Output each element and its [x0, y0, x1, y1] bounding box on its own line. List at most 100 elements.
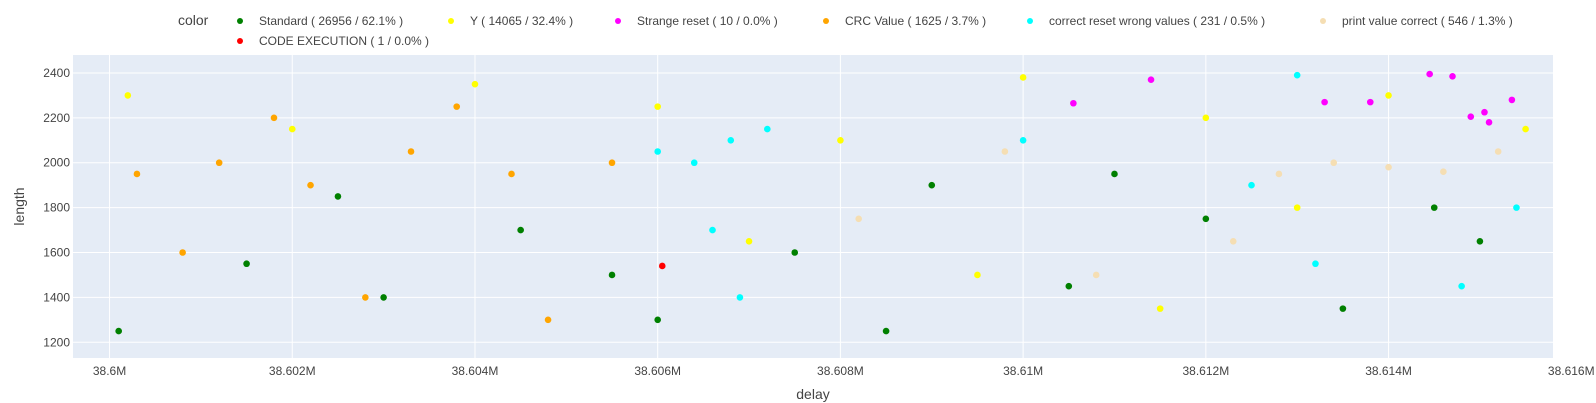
legend-item[interactable]: correct reset wrong values ( 231 / 0.5% … [1027, 14, 1265, 28]
y-tick-label: 1400 [43, 290, 70, 304]
data-point [1156, 305, 1164, 312]
data-point [791, 249, 799, 256]
data-points [115, 70, 1529, 335]
data-point [855, 215, 862, 223]
y-axis-title: length [11, 187, 27, 225]
data-point [736, 294, 744, 301]
legend-marker [237, 38, 243, 44]
data-point [407, 148, 415, 155]
x-tick-label: 38.616M [1548, 364, 1595, 378]
legend-label: Strange reset ( 10 / 0.0% ) [637, 14, 778, 28]
data-point [1481, 108, 1488, 116]
legend-marker [1320, 18, 1326, 24]
data-point [1202, 215, 1210, 223]
data-point [1147, 76, 1155, 83]
data-point [1440, 168, 1447, 176]
y-tick-label: 2200 [43, 111, 70, 125]
data-point [1426, 70, 1433, 78]
legend-marker [448, 18, 454, 24]
legend-item[interactable]: CRC Value ( 1625 / 3.7% ) [823, 14, 986, 28]
data-point [608, 159, 616, 167]
data-point [1229, 237, 1237, 245]
data-point [1449, 73, 1456, 80]
data-point [654, 316, 661, 324]
x-axis-ticks: 38.6M 38.602M 38.604M 38.606M 38.608M 38.61M 3… [93, 364, 1595, 378]
data-point [1065, 282, 1073, 290]
data-point [215, 159, 223, 167]
data-point [1430, 204, 1438, 211]
data-point [928, 181, 936, 189]
series-6 [658, 262, 666, 270]
data-point [1111, 170, 1118, 178]
data-point [508, 170, 515, 178]
legend-label: correct reset wrong values ( 231 / 0.5% … [1049, 14, 1265, 28]
data-point [453, 103, 461, 110]
data-point [745, 237, 753, 245]
legend-label: CODE EXECUTION ( 1 / 0.0% ) [259, 34, 429, 48]
legend-item[interactable]: Strange reset ( 10 / 0.0% ) [615, 14, 778, 28]
data-point [179, 249, 186, 256]
legend-marker [1027, 18, 1033, 24]
legend-label: CRC Value ( 1625 / 3.7% ) [845, 14, 986, 28]
x-tick-label: 38.608M [817, 364, 864, 378]
series-5 [855, 148, 1502, 279]
legend-marker [237, 18, 243, 24]
legend-label: Standard ( 26956 / 62.1% ) [259, 14, 403, 28]
data-point [608, 271, 616, 279]
data-point [658, 262, 666, 270]
data-point [764, 125, 771, 133]
data-point [334, 193, 342, 200]
data-point [1385, 163, 1392, 171]
x-tick-label: 38.602M [269, 364, 316, 378]
x-tick-label: 38.606M [634, 364, 681, 378]
data-point [471, 80, 479, 88]
data-point [1522, 125, 1529, 133]
data-point [1019, 74, 1027, 81]
data-point [124, 92, 132, 99]
grid [73, 55, 1572, 358]
legend-item[interactable]: Y ( 14065 / 32.4% ) [448, 14, 573, 28]
data-point [307, 181, 314, 189]
data-point [1385, 92, 1392, 99]
legend-item[interactable]: Standard ( 26956 / 62.1% ) [237, 14, 403, 28]
data-point [1330, 159, 1338, 167]
data-point [1513, 204, 1520, 211]
data-point [288, 125, 296, 133]
data-point [1366, 98, 1374, 106]
series-3 [133, 103, 616, 324]
data-point [1293, 71, 1301, 79]
data-point [1485, 119, 1493, 126]
data-point [1202, 114, 1210, 122]
legend-label: print value correct ( 546 / 1.3% ) [1342, 14, 1513, 28]
series-2 [1070, 70, 1516, 126]
series-0 [115, 170, 1484, 335]
data-point [1508, 96, 1516, 104]
y-tick-label: 1800 [43, 201, 70, 215]
data-point [362, 294, 369, 301]
data-point [133, 170, 141, 178]
x-tick-label: 38.614M [1365, 364, 1412, 378]
data-point [1070, 99, 1077, 107]
y-tick-label: 2000 [43, 156, 70, 170]
data-point [1458, 282, 1465, 290]
x-tick-label: 38.61M [1003, 364, 1043, 378]
data-point [270, 114, 278, 122]
data-point [544, 316, 552, 324]
legend-item[interactable]: CODE EXECUTION ( 1 / 0.0% ) [237, 34, 429, 48]
legend[interactable]: color Standard ( 26956 / 62.1% ) Y ( 1406… [178, 12, 1513, 48]
y-tick-label: 2400 [43, 66, 70, 80]
data-point [654, 148, 661, 155]
data-point [654, 103, 661, 110]
legend-marker [615, 18, 621, 24]
data-point [1339, 305, 1347, 312]
data-point [1092, 271, 1100, 279]
legend-item[interactable]: print value correct ( 546 / 1.3% ) [1320, 14, 1513, 28]
data-point [1275, 170, 1283, 178]
plot-area[interactable] [73, 55, 1553, 358]
data-point [1293, 204, 1301, 211]
y-tick-label: 1200 [43, 335, 70, 349]
x-axis-title: delay [796, 386, 829, 402]
data-point [837, 136, 844, 144]
